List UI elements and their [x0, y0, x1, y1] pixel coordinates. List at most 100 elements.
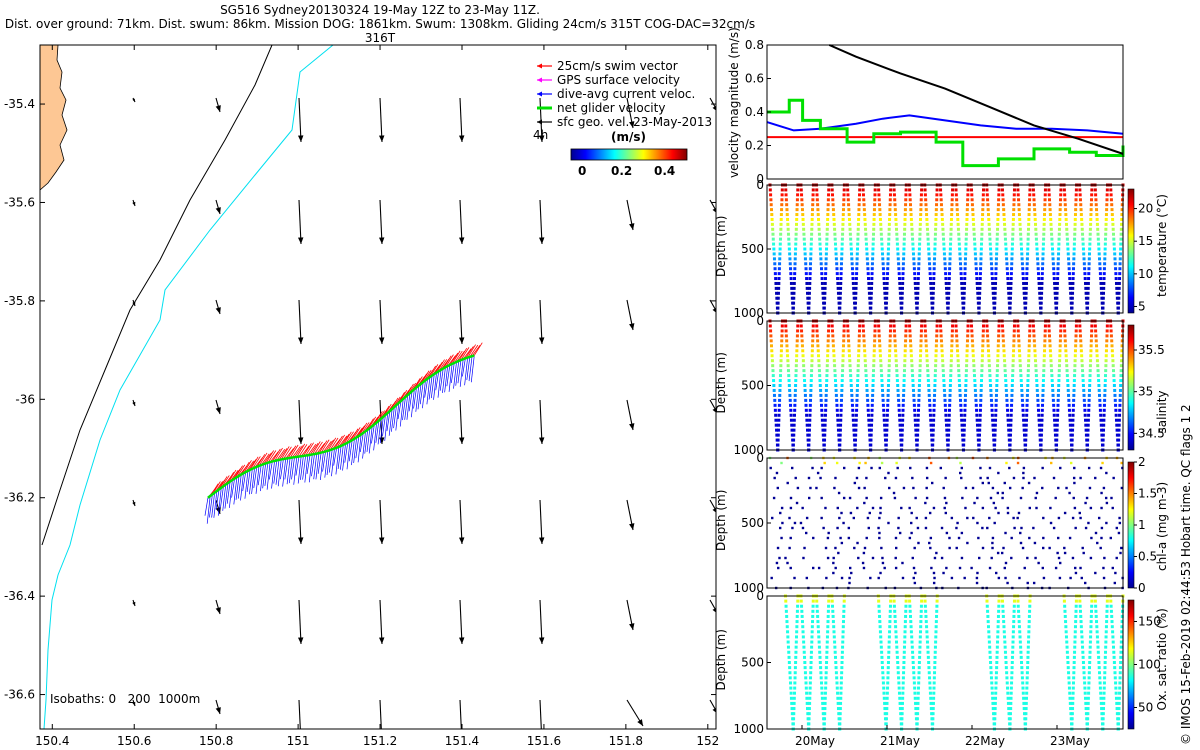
profile-sample	[1049, 364, 1053, 368]
profile-sample	[1073, 222, 1077, 226]
profile-sample	[804, 676, 808, 680]
profile-sample	[1004, 661, 1008, 664]
profile-sample	[965, 222, 969, 226]
profile-sample	[878, 625, 882, 629]
profile-sample	[1020, 661, 1024, 664]
profile-sample	[1052, 272, 1056, 276]
profile-sample	[1033, 349, 1037, 353]
map-legend: 25cm/s swim vector GPS surface velocity …	[533, 59, 712, 142]
profile-sample	[1084, 281, 1088, 285]
profile-sample	[916, 707, 920, 711]
profile-sample	[839, 277, 843, 281]
depth-ylabel: Depth (m)	[714, 490, 728, 551]
profile-sample	[863, 354, 867, 358]
profile-sample	[817, 640, 821, 644]
profile-sample	[1071, 707, 1075, 711]
profile-sample	[778, 379, 782, 383]
profile-sample	[1009, 277, 1013, 281]
profile-sample	[800, 339, 804, 343]
profile-sample	[1002, 620, 1006, 624]
chl-sample	[1072, 476, 1076, 480]
profile-sample	[1040, 272, 1044, 276]
profile-sample	[800, 334, 804, 338]
profile-sample	[791, 722, 795, 726]
profile-sample	[888, 217, 892, 221]
chl-sample	[802, 556, 805, 560]
profile-sample	[1064, 635, 1068, 639]
chl-sample	[1089, 556, 1093, 560]
profile-sample	[919, 604, 923, 608]
profile-sample	[826, 630, 830, 634]
geo-arrow-head	[538, 537, 545, 544]
profile-sample	[780, 188, 784, 192]
profile-sample	[1109, 329, 1113, 333]
profile-sample	[792, 281, 796, 285]
profile-sample	[1063, 339, 1067, 343]
vel-ytick-label: 0.2	[745, 139, 764, 153]
profile-sample	[861, 188, 865, 192]
profile-sample	[916, 701, 920, 705]
profile-sample	[924, 614, 928, 618]
chl-sample	[1042, 516, 1045, 520]
profile-sample	[1065, 237, 1069, 241]
profile-sample	[1081, 650, 1085, 654]
chl-sample	[930, 566, 933, 570]
profile-sample	[974, 398, 978, 402]
chl-sample	[910, 511, 913, 515]
chl-sample	[1109, 536, 1112, 540]
profile-sample	[1089, 354, 1093, 358]
profile-sample	[882, 281, 886, 285]
profile-sample	[924, 334, 928, 338]
chl-sample	[894, 536, 898, 540]
chl-sample	[834, 566, 837, 570]
profile-sample	[886, 393, 890, 397]
profile-sample	[833, 379, 837, 383]
profile-sample	[793, 681, 797, 685]
profile-sample	[1109, 599, 1113, 603]
profile-sample	[1021, 686, 1025, 690]
profile-sample	[904, 188, 908, 192]
profile-sample	[897, 272, 901, 276]
profile-sample	[772, 242, 776, 246]
profile-sample	[989, 398, 993, 402]
profile-sample	[1094, 339, 1098, 343]
profile-sample	[788, 676, 792, 680]
profile-sample	[788, 257, 792, 261]
profile-sample	[823, 712, 827, 716]
profile-sample	[994, 267, 998, 271]
profile-sample	[864, 227, 868, 231]
profile-sample	[996, 364, 1000, 368]
chl-sample	[964, 486, 968, 490]
profile-sample	[898, 281, 902, 285]
profile-sample	[927, 666, 931, 670]
profile-sample	[803, 661, 807, 664]
chl-sample	[1054, 566, 1058, 570]
profile-sample	[1009, 286, 1013, 290]
profile-sample	[1078, 334, 1082, 338]
profile-sample	[1089, 213, 1093, 217]
profile-sample	[1018, 364, 1022, 368]
profile-sample	[1065, 374, 1069, 378]
profile-sample	[900, 707, 904, 711]
profile-sample	[1006, 408, 1010, 412]
profile-sample	[1004, 384, 1008, 387]
profile-sample	[857, 339, 861, 343]
profile-sample	[973, 252, 977, 256]
profile-sample	[1051, 393, 1055, 397]
profile-sample	[1120, 614, 1124, 618]
profile-sample	[1021, 272, 1025, 276]
profile-sample	[826, 614, 830, 618]
profile-sample	[957, 232, 961, 236]
chl-sample	[1085, 496, 1089, 500]
swim-vector	[336, 434, 346, 448]
profile-sample	[1069, 428, 1073, 432]
profile-sample	[778, 237, 782, 241]
profile-sample	[1053, 286, 1057, 290]
profile-sample	[821, 701, 825, 705]
profile-sample	[866, 262, 870, 266]
profile-sample	[941, 364, 945, 368]
chl-sample	[788, 516, 791, 520]
profile-sample	[1003, 364, 1007, 368]
profile-sample	[1105, 193, 1109, 197]
profile-sample	[988, 374, 992, 378]
